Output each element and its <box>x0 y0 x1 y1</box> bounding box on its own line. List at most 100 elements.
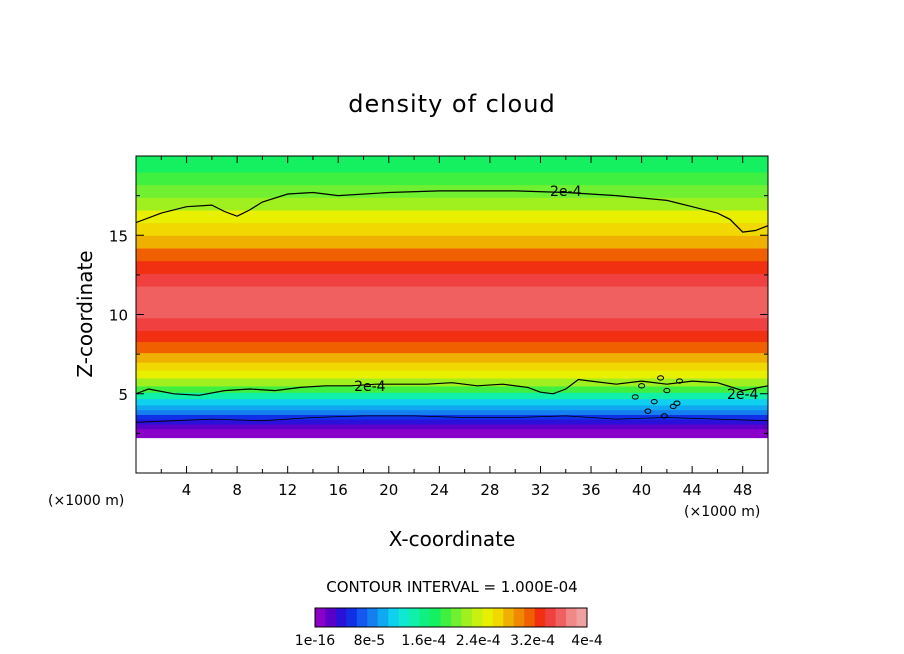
colorbar-swatch <box>471 608 483 627</box>
density-band <box>136 235 768 249</box>
x-tick-label: 24 <box>430 481 449 499</box>
x-tick-label: 44 <box>683 481 702 499</box>
chart-title: density of cloud <box>348 90 555 118</box>
density-band <box>136 247 768 262</box>
colorbar-frame <box>314 607 588 628</box>
contour-blob <box>669 403 677 410</box>
colorbar-swatch <box>356 608 368 627</box>
x-tick-label: 4 <box>182 481 192 499</box>
contour-blob <box>660 413 668 419</box>
colorbar-swatch <box>440 608 452 627</box>
y-axis-label: Z-coordinate <box>73 250 97 377</box>
density-band <box>136 285 768 319</box>
density-band <box>136 341 768 354</box>
contour-line-upper <box>136 190 768 233</box>
x-tick-label: 32 <box>531 481 550 499</box>
contour-line-base <box>136 415 768 423</box>
x-tick-label: 8 <box>232 481 242 499</box>
x-tick-label: 12 <box>278 481 297 499</box>
contour-blob <box>657 375 665 381</box>
contour-blob <box>644 408 652 414</box>
contour-blob <box>676 378 684 384</box>
density-band <box>136 369 768 379</box>
colorbar-tick-label: 3.2e-4 <box>510 633 555 649</box>
density-band <box>136 404 768 411</box>
x-tick-label: 48 <box>733 481 752 499</box>
density-band <box>136 273 768 287</box>
contour-blob <box>631 394 639 400</box>
colorbar-tick-label: 4e-4 <box>571 633 603 649</box>
contour-interval-text: CONTOUR INTERVAL = 1.000E-04 <box>326 578 577 596</box>
density-band <box>136 419 768 425</box>
colorbar-swatch <box>419 608 431 627</box>
contour-label-upper: 2e-4 <box>550 184 582 200</box>
colorbar-swatch <box>482 608 494 627</box>
colorbar-swatch <box>388 608 400 627</box>
colorbar-swatch <box>430 608 442 627</box>
colorbar-swatch <box>451 608 462 627</box>
contour-label-lower-right: 2e-4 <box>727 387 759 403</box>
density-band <box>136 260 768 274</box>
contour-blob <box>650 398 658 405</box>
density-band <box>136 171 768 186</box>
density-band <box>136 317 768 331</box>
colorbar-swatch <box>513 608 525 627</box>
colorbar-swatch <box>555 608 567 627</box>
contour-lines: 2e-4 2e-4 2e-4 <box>136 184 768 423</box>
contour-label-lower: 2e-4 <box>354 379 386 395</box>
colorbar-swatch <box>398 608 410 627</box>
x-tick-label: 40 <box>632 481 651 499</box>
colorbar-swatch <box>524 608 536 627</box>
density-band <box>136 385 768 393</box>
colorbar-swatch <box>545 608 557 627</box>
colorbar-swatch <box>315 608 326 627</box>
colorbar-swatch <box>503 608 515 627</box>
colorbar-tick-label: 8e-5 <box>354 633 385 649</box>
colorbar-tick-label: 1.6e-4 <box>401 633 446 649</box>
colorbar-swatch <box>461 608 473 627</box>
cloud-density-field <box>136 156 768 439</box>
density-band <box>136 428 768 434</box>
contour-blob <box>638 383 646 389</box>
contour-line-lower <box>136 378 768 396</box>
density-band <box>136 209 768 224</box>
colorbar-swatch <box>492 608 504 627</box>
x-axis-label: X-coordinate <box>389 527 516 551</box>
contour-blob <box>673 400 681 406</box>
y-tick-label: 5 <box>118 386 128 404</box>
density-band <box>136 423 768 430</box>
density-band <box>136 398 768 406</box>
density-band <box>136 222 768 236</box>
x-unit-label-left: (×1000 m) <box>48 493 124 509</box>
colorbar-swatch <box>335 608 347 627</box>
colorbar-swatch <box>566 608 578 627</box>
density-band <box>136 197 768 211</box>
colorbar-swatch <box>367 608 379 627</box>
y-tick-label: 10 <box>109 307 128 325</box>
x-tick-label: 20 <box>379 481 398 499</box>
colorbar-tick-label: 1e-16 <box>295 633 335 649</box>
colorbar-swatch <box>576 608 588 627</box>
density-band <box>136 156 768 173</box>
colorbar-swatch <box>377 608 389 627</box>
colorbar-swatch <box>346 608 358 627</box>
colorbar-swatch <box>534 608 546 627</box>
contour-blob <box>663 387 671 394</box>
x-tick-label: 16 <box>329 481 348 499</box>
density-band <box>136 330 768 343</box>
y-tick-label: 15 <box>109 227 128 245</box>
density-band <box>136 352 768 363</box>
colorbar: 1e-16 8e-5 1.6e-4 2.4e-4 3.2e-4 4e-4 <box>295 607 603 649</box>
x-tick-label: 28 <box>480 481 499 499</box>
colorbar-swatch <box>409 608 421 627</box>
density-band <box>136 409 768 415</box>
density-band <box>136 362 768 371</box>
x-tick-label: 36 <box>581 481 600 499</box>
density-band <box>136 433 768 439</box>
density-band <box>136 392 768 400</box>
x-unit-label-right: (×1000 m) <box>684 504 760 520</box>
colorbar-swatch <box>325 608 337 627</box>
colorbar-tick-label: 2.4e-4 <box>456 633 501 649</box>
